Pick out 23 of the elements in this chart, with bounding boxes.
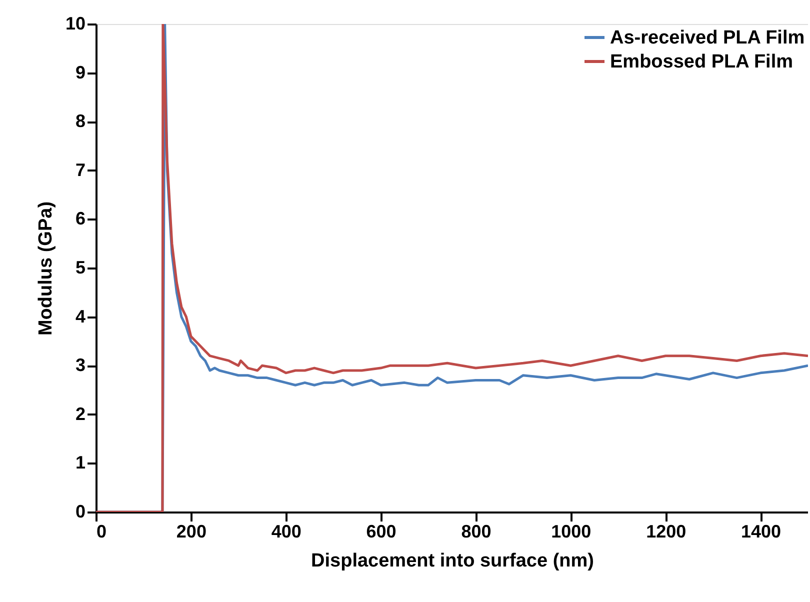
y-tick-label: 9 <box>75 62 86 82</box>
x-tick-label: 400 <box>271 522 302 542</box>
y-tick-label: 3 <box>75 355 86 376</box>
legend-label: Embossed PLA Film <box>610 52 793 72</box>
y-tick-label: 4 <box>75 306 86 326</box>
y-tick-label: 6 <box>75 208 86 229</box>
x-tick-label: 0 <box>96 522 107 542</box>
y-axis-title: Modulus (GPa) <box>35 201 56 336</box>
x-tick-label: 1400 <box>741 522 782 542</box>
y-tick-label: 1 <box>75 452 86 473</box>
x-tick-label: 1000 <box>551 522 592 542</box>
y-tick-label: 8 <box>75 111 86 132</box>
y-tick-label: 7 <box>75 160 86 180</box>
x-tick-label: 200 <box>176 522 206 542</box>
legend-label: As-received PLA Film <box>610 28 805 48</box>
x-tick-label: 800 <box>461 522 492 542</box>
y-tick-label: 0 <box>75 502 86 522</box>
x-tick-label: 1200 <box>646 522 686 542</box>
y-tick-label: 10 <box>65 14 86 34</box>
y-tick-label: 2 <box>75 404 86 424</box>
x-tick-label: 600 <box>366 522 396 542</box>
y-tick-label: 5 <box>75 258 86 278</box>
x-axis-title: Displacement into surface (nm) <box>311 550 594 572</box>
